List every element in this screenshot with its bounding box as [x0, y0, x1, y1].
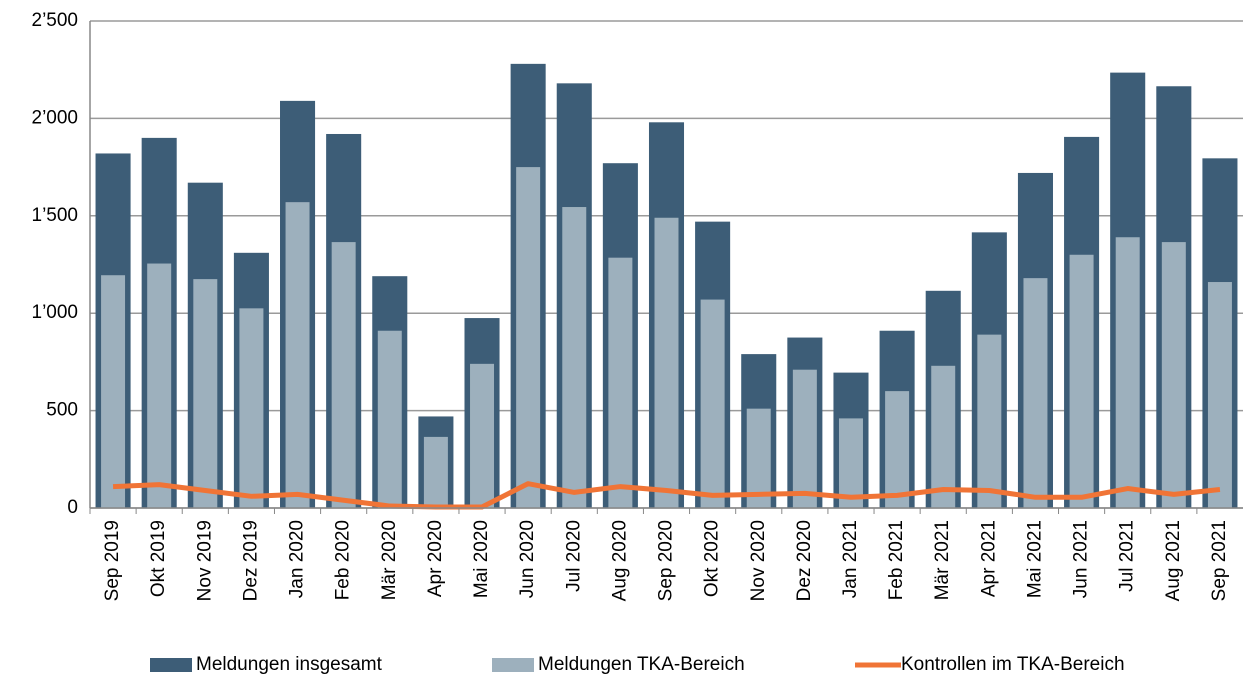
- bar: [193, 279, 218, 508]
- x-tick-label: Mai 2021: [1024, 520, 1045, 598]
- bar: [1207, 282, 1232, 508]
- x-tick-label: Sep 2019: [102, 520, 123, 601]
- bar: [101, 275, 126, 508]
- bar: [1161, 242, 1186, 508]
- x-tick-label: Mär 2020: [379, 520, 400, 600]
- bar: [470, 363, 495, 508]
- bar: [746, 408, 771, 508]
- bar: [977, 334, 1002, 508]
- x-tick-label: Dez 2020: [794, 520, 815, 601]
- y-tick-label: 2’500: [32, 10, 79, 31]
- bar: [1023, 278, 1048, 508]
- bar: [147, 263, 172, 508]
- x-tick-label: Jan 2021: [840, 520, 861, 598]
- x-tick-label: Mai 2020: [471, 520, 492, 598]
- x-tick-label: Okt 2019: [148, 520, 169, 597]
- bar: [285, 202, 310, 508]
- x-tick-label: Jun 2021: [1071, 520, 1092, 598]
- legend-swatch: [150, 658, 192, 672]
- x-tick-label: Aug 2021: [1163, 520, 1184, 601]
- y-tick-label: 0: [67, 497, 78, 518]
- bar: [239, 308, 264, 508]
- y-tick-label: 1’500: [32, 205, 79, 226]
- legend-label: Meldungen insgesamt: [196, 654, 383, 675]
- x-tick-label: Jan 2020: [287, 520, 308, 598]
- bar: [516, 167, 541, 508]
- legend-swatch: [492, 658, 534, 672]
- bar: [562, 207, 587, 508]
- bar: [377, 330, 402, 508]
- bar: [931, 365, 956, 508]
- bar: [331, 242, 356, 508]
- bar: [885, 391, 910, 508]
- x-tick-label: Jun 2020: [517, 520, 538, 598]
- x-tick-label: Apr 2021: [978, 520, 999, 597]
- x-tick-label: Sep 2021: [1209, 520, 1230, 601]
- x-tick-label: Nov 2020: [748, 520, 769, 601]
- x-tick-label: Aug 2020: [609, 520, 630, 601]
- bar: [1069, 254, 1094, 508]
- x-tick-label: Nov 2019: [194, 520, 215, 601]
- bar: [838, 418, 863, 508]
- x-tick-label: Okt 2020: [702, 520, 723, 597]
- bar: [700, 299, 725, 508]
- x-tick-label: Dez 2019: [240, 520, 261, 601]
- bar: [654, 217, 679, 509]
- x-tick-label: Feb 2021: [886, 520, 907, 600]
- x-tick-label: Mär 2021: [932, 520, 953, 600]
- x-tick-label: Sep 2020: [656, 520, 677, 601]
- x-tick-label: Jul 2021: [1117, 520, 1138, 592]
- x-tick-label: Jul 2020: [563, 520, 584, 592]
- y-tick-label: 500: [46, 400, 78, 421]
- legend-label: Meldungen TKA-Bereich: [538, 654, 745, 675]
- y-tick-label: 1’000: [32, 302, 79, 323]
- x-tick-label: Apr 2020: [425, 520, 446, 597]
- bar: [792, 369, 817, 508]
- bar: [423, 436, 448, 508]
- x-tick-label: Feb 2020: [333, 520, 354, 600]
- line: [112, 481, 1221, 510]
- y-tick-label: 2’000: [32, 107, 79, 128]
- bar: [608, 257, 633, 508]
- legend-label: Kontrollen im TKA-Bereich: [901, 654, 1125, 675]
- bar: [1115, 237, 1140, 508]
